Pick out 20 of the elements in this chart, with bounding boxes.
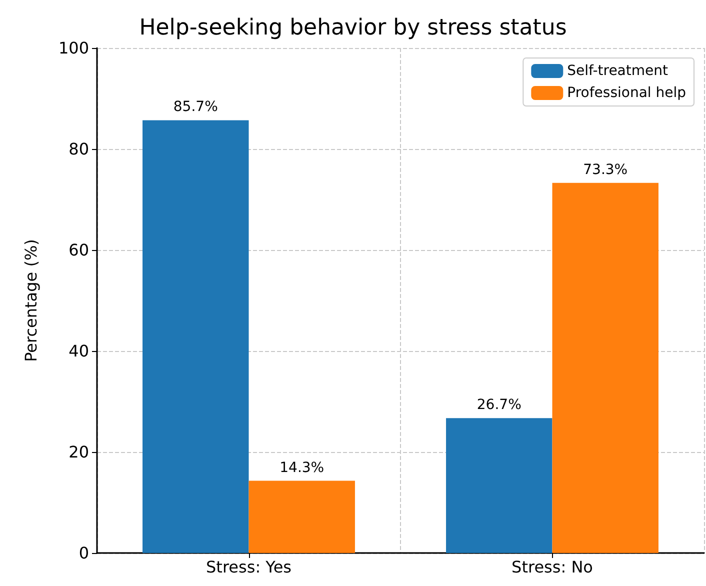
bar bbox=[446, 418, 552, 553]
bar bbox=[142, 120, 249, 553]
x-tick-label: Stress: Yes bbox=[206, 558, 292, 576]
y-tick-label: 40 bbox=[68, 342, 89, 360]
y-tick-label: 100 bbox=[58, 38, 89, 58]
y-tick-label: 0 bbox=[78, 544, 89, 562]
bar bbox=[248, 480, 355, 553]
x-tick-label: Stress: No bbox=[512, 558, 593, 576]
y-axis-title: Percentage (%) bbox=[22, 239, 40, 362]
y-tick-label: 60 bbox=[68, 240, 89, 260]
chart-title: Help-seeking behavior by stress status bbox=[139, 16, 567, 40]
legend-label: Self-treatment bbox=[567, 63, 668, 79]
y-tick-label: 20 bbox=[68, 442, 89, 462]
y-tick-label: 80 bbox=[68, 140, 89, 158]
data-label: 85.7% bbox=[173, 99, 218, 116]
data-label: 73.3% bbox=[583, 162, 628, 178]
data-label: 26.7% bbox=[476, 397, 522, 414]
bar bbox=[552, 182, 658, 553]
legend-label: Professional help bbox=[567, 85, 686, 101]
data-label: 14.3% bbox=[280, 460, 324, 476]
